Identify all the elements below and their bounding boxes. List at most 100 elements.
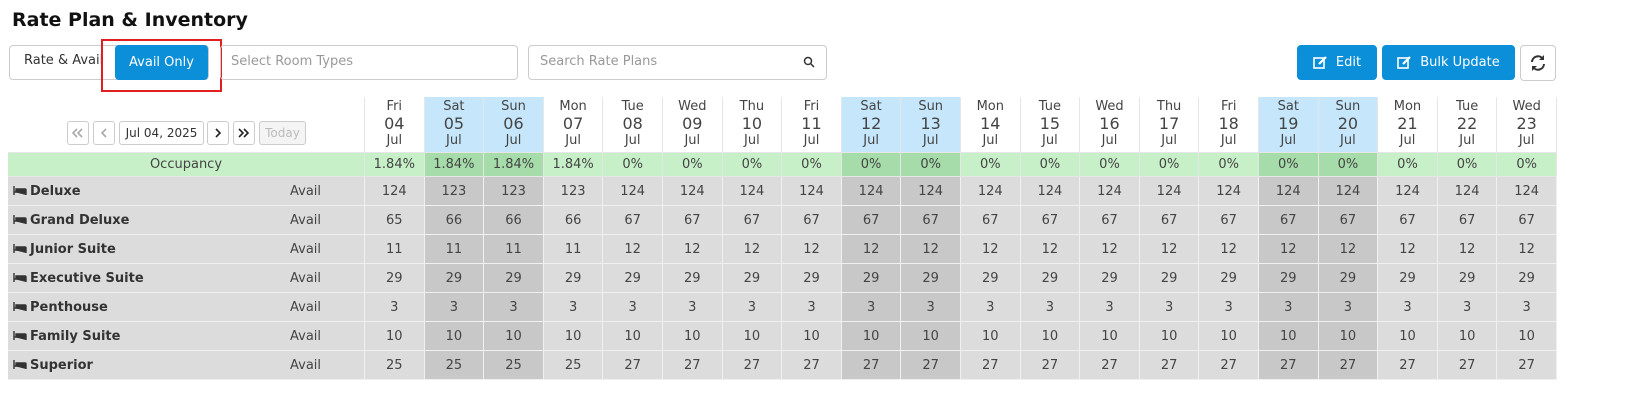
avail-value[interactable]: 10 (782, 322, 842, 351)
avail-value[interactable]: 12 (1378, 235, 1438, 264)
avail-value[interactable]: 3 (424, 293, 485, 322)
avail-value[interactable]: 66 (424, 206, 485, 235)
avail-value[interactable]: 12 (663, 235, 723, 264)
avail-value[interactable]: 67 (1139, 206, 1200, 235)
avail-value[interactable]: 124 (782, 177, 842, 206)
avail-value[interactable]: 29 (1139, 264, 1200, 293)
bulk-update-button[interactable]: Bulk Update (1382, 45, 1515, 80)
avail-value[interactable]: 3 (663, 293, 723, 322)
avail-value[interactable]: 11 (484, 235, 544, 264)
avail-value[interactable]: 29 (484, 264, 544, 293)
avail-value[interactable]: 27 (1139, 351, 1200, 380)
avail-value[interactable]: 67 (961, 206, 1021, 235)
avail-value[interactable]: 29 (841, 264, 902, 293)
avail-value[interactable]: 3 (841, 293, 902, 322)
avail-value[interactable]: 123 (484, 177, 544, 206)
avail-value[interactable]: 124 (1318, 177, 1379, 206)
avail-value[interactable]: 3 (722, 293, 783, 322)
avail-value[interactable]: 10 (1020, 322, 1081, 351)
search-input[interactable]: Search Rate Plans (528, 45, 827, 80)
avail-value[interactable]: 3 (1020, 293, 1081, 322)
date-field[interactable]: Jul 04, 2025 (119, 121, 204, 145)
avail-value[interactable]: 67 (782, 206, 842, 235)
avail-value[interactable]: 29 (782, 264, 842, 293)
tab[interactable]: Rate & Avail (24, 53, 104, 68)
avail-value[interactable]: 29 (961, 264, 1021, 293)
avail-value[interactable]: 10 (365, 322, 425, 351)
first-button[interactable] (67, 121, 89, 145)
avail-value[interactable]: 12 (722, 235, 783, 264)
avail-value[interactable]: 124 (1437, 177, 1498, 206)
avail-value[interactable]: 12 (1497, 235, 1557, 264)
avail-value[interactable]: 3 (1080, 293, 1140, 322)
avail-value[interactable]: 10 (1199, 322, 1259, 351)
avail-value[interactable]: 67 (1378, 206, 1438, 235)
avail-value[interactable]: 27 (1080, 351, 1140, 380)
avail-value[interactable]: 3 (901, 293, 961, 322)
avail-value[interactable]: 3 (1139, 293, 1200, 322)
avail-value[interactable]: 29 (901, 264, 961, 293)
avail-value[interactable]: 124 (1259, 177, 1319, 206)
avail-value[interactable]: 29 (663, 264, 723, 293)
avail-value[interactable]: 29 (1199, 264, 1259, 293)
avail-value[interactable]: 12 (901, 235, 961, 264)
avail-value[interactable]: 25 (424, 351, 485, 380)
avail-value[interactable]: 12 (603, 235, 663, 264)
avail-value[interactable]: 67 (1020, 206, 1081, 235)
refresh-button[interactable] (1520, 45, 1556, 81)
avail-value[interactable]: 10 (663, 322, 723, 351)
avail-value[interactable]: 10 (1318, 322, 1379, 351)
avail-value[interactable]: 10 (1259, 322, 1319, 351)
avail-value[interactable]: 124 (1020, 177, 1081, 206)
avail-value[interactable]: 27 (603, 351, 663, 380)
avail-value[interactable]: 123 (424, 177, 485, 206)
avail-value[interactable]: 27 (1259, 351, 1319, 380)
avail-value[interactable]: 67 (603, 206, 663, 235)
avail-value[interactable]: 27 (782, 351, 842, 380)
avail-value[interactable]: 12 (961, 235, 1021, 264)
avail-value[interactable]: 27 (663, 351, 723, 380)
avail-value[interactable]: 27 (1497, 351, 1557, 380)
avail-value[interactable]: 10 (1139, 322, 1200, 351)
avail-value[interactable]: 12 (1020, 235, 1081, 264)
avail-value[interactable]: 29 (424, 264, 485, 293)
avail-value[interactable]: 3 (961, 293, 1021, 322)
avail-value[interactable]: 10 (543, 322, 604, 351)
avail-value[interactable]: 11 (365, 235, 425, 264)
avail-value[interactable]: 10 (424, 322, 485, 351)
avail-value[interactable]: 3 (365, 293, 425, 322)
avail-value[interactable]: 67 (1259, 206, 1319, 235)
room-type-select[interactable]: Select Room Types (220, 45, 518, 80)
avail-value[interactable]: 29 (1259, 264, 1319, 293)
avail-value[interactable]: 66 (484, 206, 544, 235)
avail-value[interactable]: 67 (1497, 206, 1557, 235)
avail-value[interactable]: 124 (841, 177, 902, 206)
tab-active[interactable]: Avail Only (115, 45, 208, 80)
avail-value[interactable]: 12 (1437, 235, 1498, 264)
avail-value[interactable]: 67 (663, 206, 723, 235)
avail-value[interactable]: 12 (1318, 235, 1379, 264)
avail-value[interactable]: 27 (841, 351, 902, 380)
avail-value[interactable]: 124 (1199, 177, 1259, 206)
avail-value[interactable]: 124 (901, 177, 961, 206)
last-button[interactable] (233, 121, 255, 145)
avail-value[interactable]: 10 (603, 322, 663, 351)
avail-value[interactable]: 10 (1497, 322, 1557, 351)
avail-value[interactable]: 67 (1080, 206, 1140, 235)
avail-value[interactable]: 12 (1080, 235, 1140, 264)
edit-button[interactable]: Edit (1297, 45, 1377, 80)
avail-value[interactable]: 10 (484, 322, 544, 351)
prev-button[interactable] (93, 121, 115, 145)
avail-value[interactable]: 29 (603, 264, 663, 293)
avail-value[interactable]: 29 (365, 264, 425, 293)
avail-value[interactable]: 66 (543, 206, 604, 235)
avail-value[interactable]: 124 (663, 177, 723, 206)
avail-value[interactable]: 25 (543, 351, 604, 380)
avail-value[interactable]: 3 (1199, 293, 1259, 322)
avail-value[interactable]: 29 (1318, 264, 1379, 293)
avail-value[interactable]: 25 (365, 351, 425, 380)
avail-value[interactable]: 29 (1497, 264, 1557, 293)
avail-value[interactable]: 27 (901, 351, 961, 380)
avail-value[interactable]: 10 (722, 322, 783, 351)
avail-value[interactable]: 3 (603, 293, 663, 322)
